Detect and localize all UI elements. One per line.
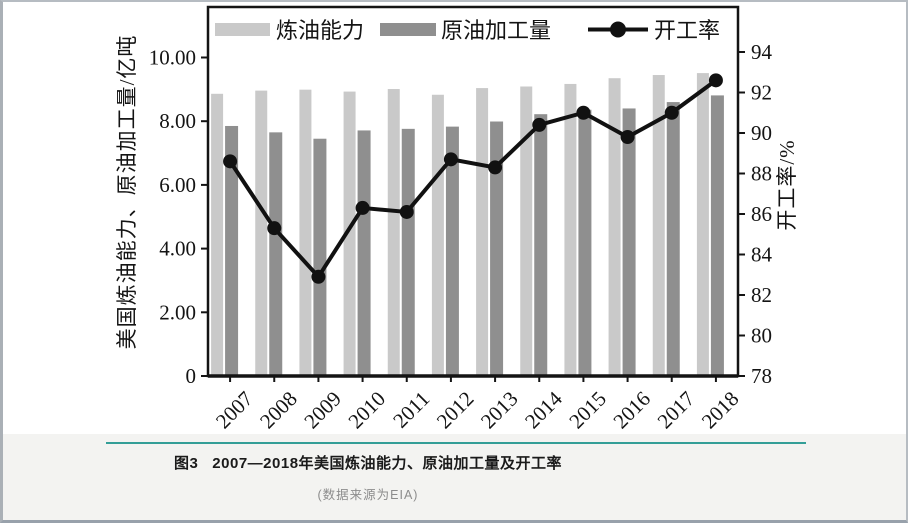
right-axis-tick-label: 88 xyxy=(751,162,772,186)
throughput-bar-2015 xyxy=(578,109,592,376)
capacity-bar-2009 xyxy=(299,89,312,376)
throughput-bar-2010 xyxy=(357,130,371,376)
throughput-bar-2018 xyxy=(710,95,724,377)
left-axis-tick-label: 8.00 xyxy=(159,109,196,133)
figure-caption-area: 图3 2007—2018年美国炼油能力、原油加工量及开工率 (数据来源为EIA) xyxy=(3,434,906,520)
x-axis-year-label: 2007 xyxy=(211,387,258,434)
capacity-bar-2017 xyxy=(652,75,665,376)
x-axis-year-label: 2013 xyxy=(476,387,523,434)
legend-throughput-swatch xyxy=(380,23,436,36)
x-axis-year-label: 2017 xyxy=(653,387,700,434)
throughput-bar-2012 xyxy=(445,126,459,376)
throughput-bars-group xyxy=(225,95,724,377)
utilization-marker-2008 xyxy=(267,221,282,236)
left-axis-tick-label: 10.00 xyxy=(149,46,196,70)
figure-title-text: 2007—2018年美国炼油能力、原油加工量及开工率 xyxy=(212,455,563,472)
x-axis-year-label: 2014 xyxy=(520,386,567,433)
throughput-bar-2008 xyxy=(269,132,283,376)
x-axis-year-label: 2015 xyxy=(564,387,611,434)
utilization-marker-2007 xyxy=(223,154,238,169)
throughput-bar-2016 xyxy=(622,108,636,377)
capacity-bar-2014 xyxy=(520,86,533,377)
utilization-marker-2016 xyxy=(620,130,635,145)
right-axis-tick-label: 90 xyxy=(751,121,772,145)
right-axis-tick-label: 94 xyxy=(751,40,773,64)
utilization-line-group xyxy=(223,73,723,284)
utilization-marker-2014 xyxy=(532,117,547,132)
right-axis-tick-label: 84 xyxy=(751,243,773,267)
capacity-bar-2016 xyxy=(608,78,621,376)
right-axis-tick-label: 80 xyxy=(751,324,772,348)
utilization-marker-2017 xyxy=(664,105,679,120)
throughput-bar-2014 xyxy=(534,114,548,377)
utilization-marker-2009 xyxy=(311,269,326,284)
combo-chart-canvas: 0 2.00 4.00 6.00 8.00 10.00 78 80 82 84 86 88 90 92 9… xyxy=(115,5,799,434)
capacity-bars-group xyxy=(211,73,709,377)
capacity-bar-2012 xyxy=(431,94,444,377)
throughput-bar-2017 xyxy=(666,102,680,376)
left-axis-tick-label: 2.00 xyxy=(159,300,196,324)
x-axis-year-label: 2008 xyxy=(255,387,302,434)
throughput-bar-2013 xyxy=(490,121,504,377)
left-axis-group: 0 2.00 4.00 6.00 8.00 10.00 xyxy=(149,46,208,388)
capacity-bar-2008 xyxy=(255,90,268,377)
right-axis-tick-label: 86 xyxy=(751,202,772,226)
plot-frame-group xyxy=(206,5,740,378)
legend-utilization-marker xyxy=(610,21,626,38)
caption-divider-rule xyxy=(106,442,806,444)
capacity-bar-2018 xyxy=(696,73,709,376)
right-axis-tick-label: 78 xyxy=(751,364,772,388)
legend-throughput-label: 原油加工量 xyxy=(441,18,551,43)
right-axis-tick-label: 92 xyxy=(751,81,772,105)
x-axis-year-label: 2011 xyxy=(388,387,434,433)
throughput-bar-2009 xyxy=(313,138,327,376)
figure-source-note: (数据来源为EIA) xyxy=(317,488,419,502)
left-axis-tick-label: 4.00 xyxy=(159,237,196,261)
legend-capacity-swatch xyxy=(215,23,270,36)
utilization-marker-2010 xyxy=(355,200,370,215)
x-axis-group: 2007200820092010201120122013201420152016… xyxy=(211,376,744,434)
throughput-bar-2011 xyxy=(401,128,415,376)
utilization-marker-2012 xyxy=(443,152,458,167)
x-axis-year-label: 2018 xyxy=(697,387,744,434)
utilization-marker-2013 xyxy=(488,160,503,175)
capacity-bar-2011 xyxy=(387,89,400,377)
right-axis-group: 78 80 82 84 86 88 90 92 94 xyxy=(738,40,773,388)
utilization-line xyxy=(228,78,718,281)
right-axis-title: 开工率/% xyxy=(775,139,799,230)
legend-utilization-label: 开工率 xyxy=(654,18,720,43)
axis-titles-group: 美国炼油能力、原油加工量/亿吨 开工率/% xyxy=(115,35,799,350)
x-axis-year-label: 2016 xyxy=(608,387,655,434)
left-axis-tick-label: 0 xyxy=(186,364,197,388)
utilization-marker-2018 xyxy=(708,73,723,88)
figure-number-label: 图3 xyxy=(173,455,199,472)
capacity-bar-2013 xyxy=(476,88,489,377)
x-axis-year-label: 2012 xyxy=(432,387,479,434)
capacity-bar-2010 xyxy=(343,91,356,376)
throughput-bar-2007 xyxy=(225,125,239,376)
chart-figure: 0 2.00 4.00 6.00 8.00 10.00 78 80 82 84 86 88 90 92 9… xyxy=(3,2,906,434)
x-axis-year-label: 2010 xyxy=(343,387,390,434)
legend-group: 炼油能力 原油加工量 开工率 xyxy=(215,18,720,43)
left-axis-title: 美国炼油能力、原油加工量/亿吨 xyxy=(115,35,139,350)
legend-capacity-label: 炼油能力 xyxy=(276,18,364,43)
left-axis-tick-label: 6.00 xyxy=(159,173,196,197)
figure-caption: 图3 2007—2018年美国炼油能力、原油加工量及开工率 xyxy=(3,452,733,473)
capacity-bar-2007 xyxy=(211,93,224,377)
right-axis-tick-label: 82 xyxy=(751,283,772,307)
capacity-bar-2015 xyxy=(564,83,577,377)
utilization-marker-2011 xyxy=(399,204,414,219)
x-axis-year-label: 2009 xyxy=(299,387,346,434)
utilization-marker-2015 xyxy=(576,105,591,120)
